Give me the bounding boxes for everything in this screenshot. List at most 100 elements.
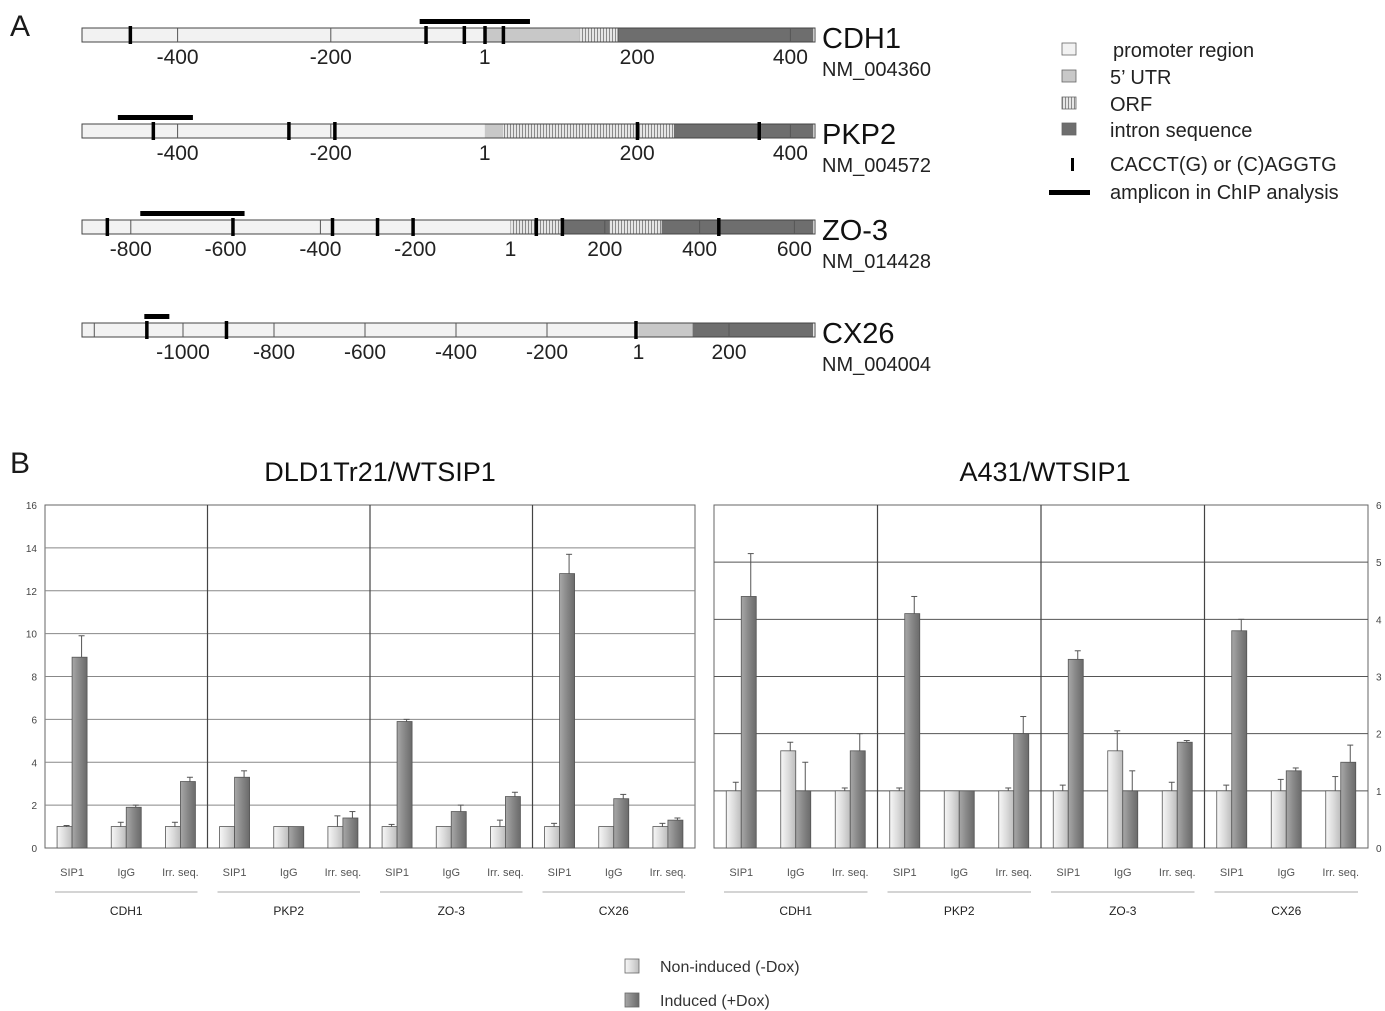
motif-mark [757,122,761,140]
bar-induced [958,790,975,849]
motif-mark [424,26,428,44]
y-tick-label: 3 [1376,673,1382,684]
motif-mark [483,26,487,44]
category-label: IgG [950,867,968,879]
category-label: IgG [117,867,135,879]
legend-item-motif: CACCT(G) or (C)AGGTG [1071,154,1337,176]
bar-noninduced [490,826,506,849]
group-label: CX26 [599,904,629,918]
motif-mark [411,218,415,236]
position-label: 1 [479,142,491,165]
position-label: 1 [505,238,517,261]
legend-label: intron sequence [1110,120,1252,142]
category-label: SIP1 [1220,867,1244,879]
bar-noninduced [1325,790,1342,849]
gene-name: ZO-3 [822,215,888,247]
chart-a431: A431/WTSIP1 0 1 2 3 4 5 6 SIP1 IgG Irr. seq. CDH1 SI… [713,457,1382,918]
y-tick-label: 2 [31,801,37,812]
y-tick-label: 6 [31,715,37,726]
position-label: -400 [157,46,199,69]
position-label: 600 [777,238,812,261]
legend-swatch-motif [1071,158,1074,171]
bar-induced [849,750,866,849]
y-tick-label: 6 [1376,501,1382,512]
gene-bar-outline [81,27,816,43]
position-label: 200 [620,46,655,69]
category-label: IgG [1277,867,1295,879]
category-label: IgG [280,867,298,879]
legend-swatch-amplicon [1049,190,1090,195]
chart-title: DLD1Tr21/WTSIP1 [264,457,496,487]
legend-label: ORF [1110,94,1152,116]
category-label: Irr. seq. [325,867,362,879]
motif-mark [145,321,149,339]
y-tick-label: 4 [31,758,37,769]
group-label: ZO-3 [1109,904,1137,918]
motif-mark [534,218,539,236]
group-label: CDH1 [110,904,143,918]
position-label: 200 [620,142,655,165]
bar-noninduced [381,826,398,849]
motif-mark [105,218,110,236]
gene-maps: -400 -200 1 200 400 CDH1 NM_004360 -400 -200 1 200… [81,19,931,376]
position-label: -600 [344,341,386,364]
panel-a-legend: promoter region 5’ UTR ORF intron sequence C… [1049,40,1339,204]
legend-item-intron: intron sequence [1061,120,1252,142]
gene-accession: NM_004004 [822,354,931,376]
position-label: -400 [157,142,199,165]
legend-swatch-intron [1061,122,1077,136]
category-label: Irr. seq. [162,867,199,879]
category-label: Irr. seq. [832,867,869,879]
bar-noninduced [56,826,73,849]
bar-noninduced [1052,790,1069,849]
category-label: IgG [605,867,623,879]
y-tick-label: 14 [26,544,38,555]
group-label: PKP2 [944,904,975,918]
position-label: -200 [310,46,352,69]
amplicon-bar [419,19,530,24]
bar-noninduced [1270,790,1287,849]
y-tick-label: 0 [31,844,37,855]
segment-orf [609,220,662,234]
motif-mark [231,218,235,236]
category-label: SIP1 [893,867,917,879]
category-label: IgG [442,867,460,879]
motif-mark [462,26,467,44]
legend-swatch-noninduced [624,958,640,974]
legend-label: 5’ UTR [1110,67,1171,89]
position-label: -200 [526,341,568,364]
group-label: PKP2 [273,904,304,918]
gene-accession: NM_004360 [822,59,931,81]
bar-induced [1340,761,1357,849]
category-label: IgG [1114,867,1132,879]
category-label: Irr. seq. [487,867,524,879]
position-label: 200 [587,238,622,261]
group-label: CX26 [1271,904,1301,918]
gene-map-cdh1: -400 -200 1 200 400 CDH1 NM_004360 [81,19,931,81]
amplicon-bar [140,211,245,216]
bar-noninduced [544,826,560,849]
gene-map-zo-3: -800 -600 -400 -200 1 200 400 600 ZO-3 NM_014428 [81,211,931,273]
bar-induced [904,613,921,849]
y-tick-label: 8 [31,673,37,684]
position-label: -800 [253,341,295,364]
amplicon-bar [144,314,170,319]
y-tick-label: 1 [1376,787,1382,798]
group-label: ZO-3 [438,904,466,918]
motif-mark [635,122,640,140]
y-tick-label: 10 [26,630,38,641]
panel-b-label: B [10,447,30,480]
category-label: IgG [787,867,805,879]
bar-noninduced [780,750,797,849]
legend-label: amplicon in ChIP analysis [1110,182,1339,204]
gene-map-pkp2: -400 -200 1 200 400 PKP2 NM_004572 [81,115,931,177]
bar-induced [740,596,757,849]
legend-label: promoter region [1113,40,1254,62]
category-label: Irr. seq. [1159,867,1196,879]
motif-mark [375,218,380,236]
segment-orf [503,124,674,138]
bar-induced [396,721,413,849]
gene-bar-outline [81,219,816,235]
position-label: 1 [479,46,491,69]
